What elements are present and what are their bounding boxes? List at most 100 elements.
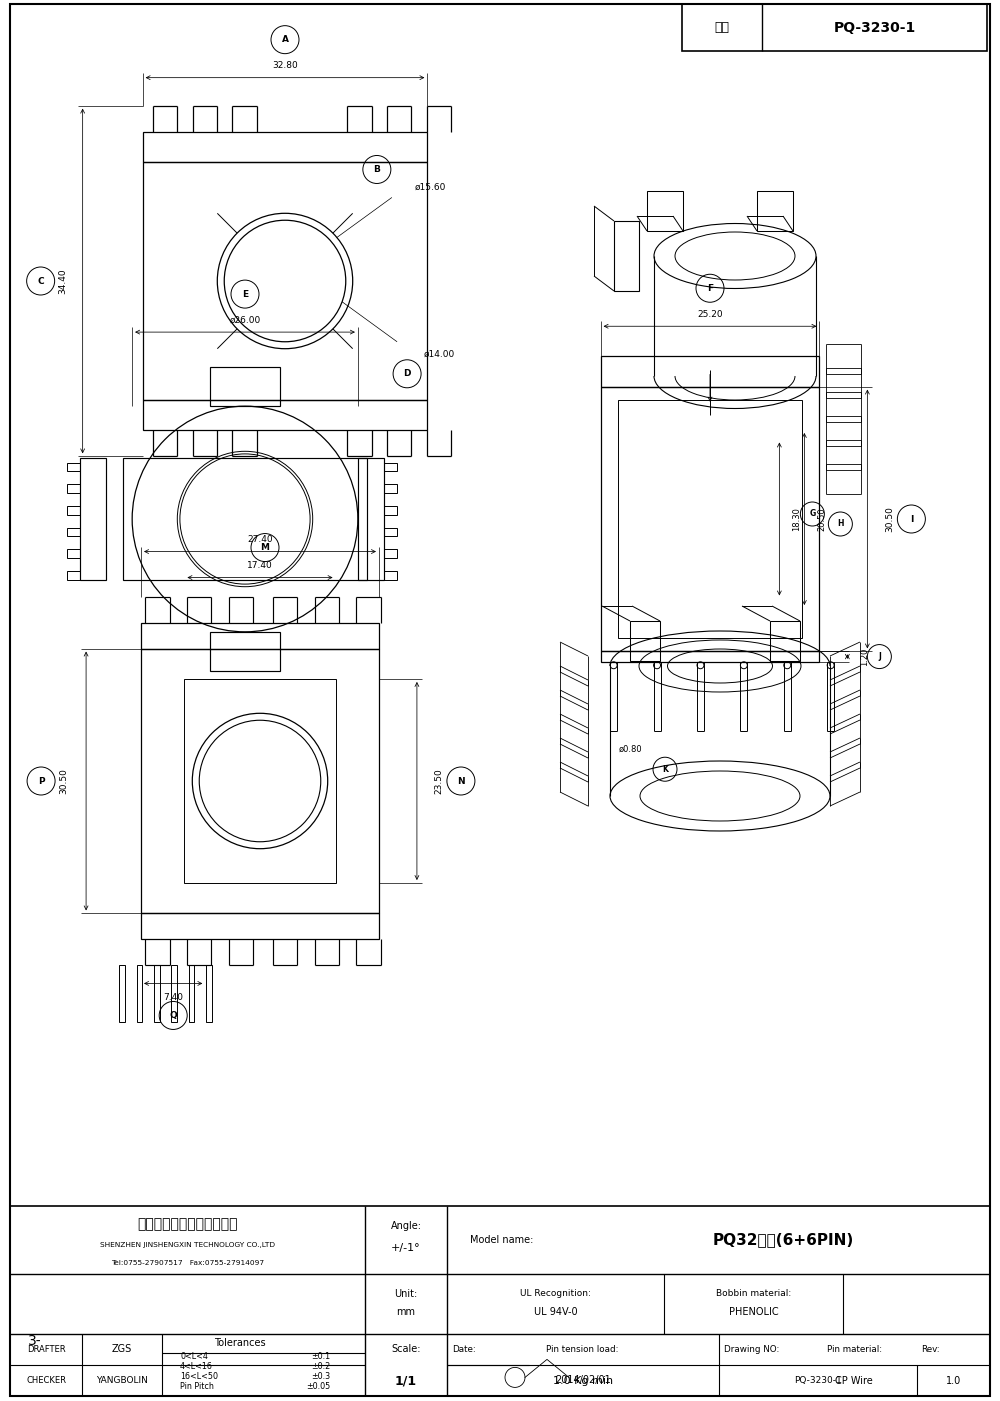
- Text: DRAFTER: DRAFTER: [27, 1345, 65, 1353]
- Text: PQ-3230-1: PQ-3230-1: [833, 21, 916, 35]
- Text: 18.30: 18.30: [792, 507, 801, 531]
- Text: P: P: [38, 776, 44, 786]
- Bar: [601, 387, 819, 651]
- Text: Date:: Date:: [452, 1345, 476, 1353]
- Text: Pin material:: Pin material:: [827, 1345, 882, 1353]
- Text: 1.0 Kg min: 1.0 Kg min: [553, 1376, 613, 1386]
- Bar: [67, 462, 80, 471]
- Text: 深圳市金盛鑫科技有限公司: 深圳市金盛鑫科技有限公司: [137, 1217, 238, 1231]
- Text: 4<L<16: 4<L<16: [180, 1362, 213, 1370]
- Text: CHECKER: CHECKER: [26, 1376, 66, 1386]
- Text: Tolerances: Tolerances: [214, 1338, 266, 1348]
- Text: CP Wire: CP Wire: [835, 1376, 873, 1386]
- Text: ±0.3: ±0.3: [311, 1372, 330, 1380]
- Text: Scale:: Scale:: [391, 1345, 421, 1355]
- Bar: [358, 458, 384, 580]
- Bar: [384, 528, 397, 537]
- Bar: [682, 4, 987, 50]
- Text: YANGBOLIN: YANGBOLIN: [96, 1376, 148, 1386]
- Text: PHENOLIC: PHENOLIC: [729, 1307, 779, 1317]
- Bar: [630, 621, 660, 661]
- Bar: [770, 621, 800, 661]
- Bar: [154, 965, 160, 1021]
- Text: ±0.05: ±0.05: [306, 1381, 330, 1391]
- Text: ZGS: ZGS: [112, 1345, 132, 1355]
- Bar: [210, 367, 280, 406]
- Bar: [123, 458, 367, 580]
- Text: UL Recognition:: UL Recognition:: [520, 1289, 591, 1299]
- Text: ±0.1: ±0.1: [311, 1352, 330, 1360]
- Text: Bobbin material:: Bobbin material:: [716, 1289, 791, 1299]
- Bar: [67, 506, 80, 514]
- Text: 1/1: 1/1: [395, 1374, 417, 1387]
- Text: C: C: [37, 276, 44, 286]
- Text: 30.50: 30.50: [885, 506, 894, 532]
- Text: SHENZHEN JINSHENGXIN TECHNOLOGY CO.,LTD: SHENZHEN JINSHENGXIN TECHNOLOGY CO.,LTD: [100, 1243, 275, 1248]
- Text: ø0.80: ø0.80: [618, 745, 642, 754]
- Text: D: D: [403, 370, 411, 378]
- Text: Pin Pitch: Pin Pitch: [180, 1381, 214, 1391]
- Bar: [384, 462, 397, 471]
- Bar: [757, 191, 793, 231]
- Bar: [141, 649, 379, 913]
- Text: 34.40: 34.40: [58, 268, 67, 294]
- Text: ø26.00: ø26.00: [229, 315, 261, 325]
- Text: Angle:: Angle:: [390, 1222, 422, 1231]
- Text: I: I: [910, 514, 913, 524]
- Bar: [384, 549, 397, 558]
- Bar: [384, 572, 397, 580]
- Text: 25.20: 25.20: [697, 310, 723, 319]
- Text: 1.0: 1.0: [946, 1376, 961, 1386]
- Bar: [206, 965, 212, 1021]
- Bar: [189, 965, 194, 1021]
- Text: mm: mm: [396, 1307, 416, 1317]
- Bar: [10, 1206, 990, 1395]
- Bar: [119, 965, 125, 1021]
- Text: 20.50: 20.50: [818, 507, 827, 531]
- Text: PQ-3230-1: PQ-3230-1: [794, 1376, 841, 1386]
- Text: 2014/02/01: 2014/02/01: [555, 1376, 611, 1386]
- Bar: [137, 965, 142, 1021]
- Bar: [601, 651, 819, 661]
- Text: F: F: [707, 284, 713, 293]
- Text: UL 94V-0: UL 94V-0: [534, 1307, 577, 1317]
- Bar: [210, 632, 280, 671]
- Text: Tel:0755-27907517   Fax:0755-27914097: Tel:0755-27907517 Fax:0755-27914097: [111, 1259, 264, 1267]
- Text: Q: Q: [169, 1012, 177, 1020]
- Text: 30.50: 30.50: [60, 768, 69, 794]
- Bar: [141, 913, 379, 940]
- Text: A: A: [282, 35, 289, 45]
- Bar: [618, 399, 802, 639]
- Text: ø14.00: ø14.00: [423, 349, 455, 359]
- Bar: [143, 163, 427, 399]
- Bar: [141, 622, 379, 649]
- Text: N: N: [457, 776, 465, 786]
- Bar: [614, 221, 639, 291]
- Bar: [67, 572, 80, 580]
- Text: B: B: [373, 165, 380, 174]
- Text: PQ32立式(6+6PIN): PQ32立式(6+6PIN): [713, 1233, 854, 1247]
- Text: 0<L<4: 0<L<4: [180, 1352, 208, 1360]
- Text: J: J: [878, 651, 881, 661]
- Text: Model name:: Model name:: [470, 1236, 534, 1245]
- Text: Unit:: Unit:: [394, 1289, 418, 1299]
- Text: E: E: [242, 290, 248, 298]
- Bar: [67, 528, 80, 537]
- Text: 16<L<50: 16<L<50: [180, 1372, 218, 1380]
- Bar: [67, 485, 80, 493]
- Text: Pin tension load:: Pin tension load:: [546, 1345, 619, 1353]
- Text: H: H: [837, 520, 844, 528]
- Text: +/-1°: +/-1°: [391, 1243, 421, 1252]
- Bar: [80, 458, 106, 580]
- Text: 32.80: 32.80: [272, 62, 298, 70]
- Bar: [171, 965, 177, 1021]
- Text: Drawing NO:: Drawing NO:: [724, 1345, 779, 1353]
- Text: 型号: 型号: [715, 21, 730, 34]
- Text: 17.40: 17.40: [247, 560, 273, 570]
- Bar: [67, 549, 80, 558]
- Text: 3-: 3-: [28, 1334, 42, 1348]
- Text: K: K: [662, 765, 668, 773]
- Bar: [143, 399, 427, 430]
- Bar: [184, 679, 336, 883]
- Text: 1.20: 1.20: [860, 647, 869, 665]
